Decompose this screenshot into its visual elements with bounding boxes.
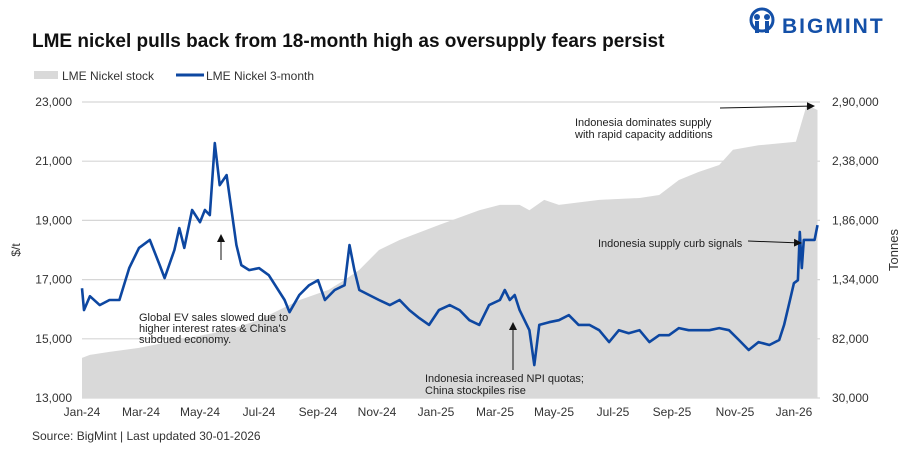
x-tick-label: Nov-24 [358,405,397,419]
y-tick-label-left: 17,000 [35,273,72,287]
x-tick-label: Jan-26 [776,405,813,419]
y-tick-label-left: 13,000 [35,391,72,405]
x-tick-label: Mar-24 [122,405,160,419]
price-line [80,141,819,367]
y-tick-label-right: 30,000 [832,391,869,405]
y-tick-label-right: 1,86,000 [832,213,879,227]
legend-swatch-stock [34,71,58,79]
annotation-curb: Indonesia supply curb signals [598,238,802,250]
y-axis-label-left: $/t [9,243,23,257]
y-tick-label-right: 2,90,000 [832,95,879,109]
x-tick-label: Nov-25 [716,405,755,419]
annotation-arrow [719,102,815,111]
annotation-text: subdued economy. [139,334,231,346]
x-tick-label: Sep-24 [299,405,338,419]
x-tick-label: Jul-25 [597,405,630,419]
y-tick-label-left: 15,000 [35,332,72,346]
legend-label-stock: LME Nickel stock [62,69,155,83]
y-tick-label-left: 23,000 [35,95,72,109]
annotation-text: higher interest rates & China's [139,323,287,335]
y-tick-label-right: 1,34,000 [832,273,879,287]
y-tick-label-right: 82,000 [832,332,869,346]
source-note: Source: BigMint | Last updated 30-01-202… [32,429,261,443]
chart-title: LME nickel pulls back from 18-month high… [32,31,665,52]
legend: LME Nickel stock LME Nickel 3-month [34,69,314,83]
annotation-text: Global EV sales slowed due to [139,312,288,324]
annotation-text: with rapid capacity additions [574,129,713,141]
x-tick-label: Jul-24 [243,405,276,419]
x-tick-label: Sep-25 [653,405,692,419]
annotation-dominates: Indonesia dominates supply with rapid ca… [574,102,815,141]
annotation-text: Indonesia increased NPI quotas; [425,373,584,385]
x-tick-label: Mar-25 [476,405,514,419]
stock-area [82,105,818,398]
annotation-text: Indonesia supply curb signals [598,238,743,250]
annotation-arrow [747,238,802,247]
brand-name: BIGMINT [782,15,885,38]
x-tick-label: Jan-25 [418,405,455,419]
brand-logo: BIGMINT [749,7,885,38]
y-tick-label-right: 2,38,000 [832,154,879,168]
y-axis-label-right: Tonnes [886,229,901,271]
x-tick-label: May-25 [534,405,574,419]
annotation-npi: Indonesia increased NPI quotas; China st… [425,322,584,397]
y-tick-label-left: 21,000 [35,154,72,168]
bigmint-logo-icon [749,7,775,33]
annotation-text: Indonesia dominates supply [575,117,712,129]
annotation-text: China stockpiles rise [425,385,526,397]
x-tick-label: Jan-24 [64,405,101,419]
y-tick-label-left: 19,000 [35,213,72,227]
x-tick-label: May-24 [180,405,220,419]
annotation-ev: Global EV sales slowed due to higher int… [139,234,288,346]
legend-label-price: LME Nickel 3-month [206,69,314,83]
